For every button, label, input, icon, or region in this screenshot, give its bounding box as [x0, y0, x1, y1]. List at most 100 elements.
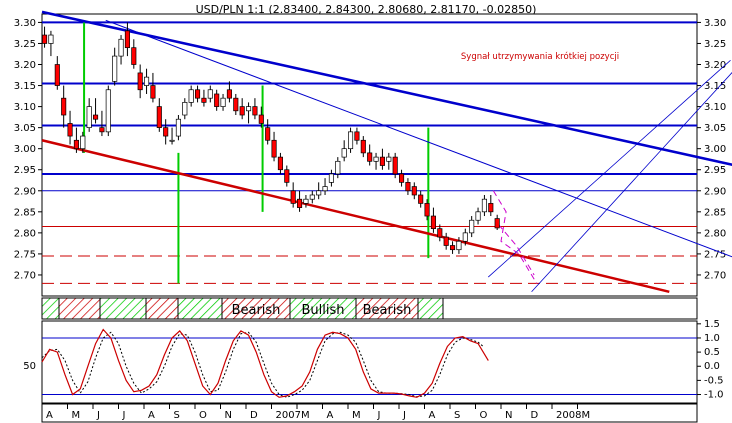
candle-body: [54, 64, 60, 86]
band-segment: [417, 297, 444, 320]
y-tick-label-right: 3.30: [704, 18, 726, 29]
candle-body: [150, 85, 156, 99]
candle-body: [456, 240, 462, 251]
osc-tick-label: 1.0: [704, 333, 720, 344]
candle-body: [481, 198, 487, 213]
x-tick-label: N: [505, 410, 512, 421]
candle-body: [341, 148, 347, 158]
candle-body: [118, 38, 124, 57]
candle-body: [335, 160, 341, 175]
x-tick-label: M: [582, 410, 591, 421]
osc-tick-label: -1.0: [704, 390, 724, 401]
x-tick-label: S: [454, 410, 460, 421]
candle-body: [207, 89, 213, 99]
candle-body: [137, 72, 143, 91]
candle-body: [226, 89, 232, 99]
candle-body: [163, 127, 169, 137]
y-tick-label-right: 3.20: [704, 60, 726, 71]
price-panel: 3.30 3.30 3.25 3.25 3.20 3.20 3.15 3.15 3.10 3.10…: [14, 10, 732, 297]
candle-body: [360, 139, 366, 154]
candle-body: [399, 173, 405, 183]
x-tick-label: O: [199, 410, 207, 421]
osc-tick-label: 0.0: [704, 361, 720, 372]
candle-body: [411, 186, 417, 196]
y-tick-label-left: 3.00: [14, 144, 36, 155]
candle-body: [73, 139, 79, 150]
x-tick-label: J: [377, 410, 381, 421]
candle-body: [392, 156, 398, 175]
trendline: [41, 10, 732, 166]
x-tick-label: M: [72, 410, 81, 421]
candle-body: [86, 106, 92, 128]
candle-body: [367, 152, 373, 162]
candle-body: [303, 198, 309, 204]
band-segment: [58, 297, 101, 320]
candle-body: [112, 55, 118, 82]
trendline: [487, 60, 731, 278]
candle-body: [239, 106, 245, 116]
time-axis: A M J J A S O N D 2007 M A M J J A S O N D 2008 M: [41, 403, 698, 423]
y-tick-label-right: 3.00: [704, 144, 726, 155]
y-tick-label-right: 3.10: [704, 102, 726, 113]
candle-body: [297, 198, 303, 208]
y-tick-label-right: 2.85: [704, 207, 726, 218]
candle-body: [430, 215, 436, 230]
candle-body: [156, 106, 162, 128]
candle-body: [99, 127, 105, 133]
osc-tick-label: -0.5: [704, 375, 724, 386]
x-tick-label: D: [531, 410, 539, 421]
x-tick-label: N: [225, 410, 232, 421]
oscillator-line: [41, 328, 489, 398]
candle-body: [214, 93, 220, 107]
y-tick-label-left: 2.85: [14, 207, 36, 218]
candle-body: [354, 131, 360, 141]
x-tick-label: A: [429, 410, 436, 421]
y-tick-label-left: 2.95: [14, 165, 36, 176]
x-tick-label: D: [250, 410, 258, 421]
y-tick-label-right: 3.05: [704, 123, 726, 134]
x-tick-label: J: [402, 410, 406, 421]
candle-body: [258, 114, 264, 124]
candle-body: [48, 34, 54, 44]
candle-body: [80, 135, 86, 150]
candle-body: [386, 156, 392, 162]
candle-body: [418, 194, 424, 204]
y-tick-label-right: 2.90: [704, 186, 726, 197]
trendline: [41, 139, 670, 294]
x-tick-label: S: [174, 410, 180, 421]
x-tick-label: A: [46, 410, 53, 421]
x-tick-label: 2007: [276, 410, 301, 421]
candle-body: [443, 236, 449, 246]
candle-body: [92, 114, 99, 120]
osc-tick-label: 0.5: [704, 347, 720, 358]
candle-body: [124, 30, 130, 49]
y-tick-label-left: 3.05: [14, 123, 36, 134]
candle-body: [246, 106, 252, 112]
oscillator-panel: 1.5 1.0 0.5 0.0 -0.5 -1.0 50: [23, 319, 724, 404]
candle-body: [488, 203, 494, 213]
projection-path: [492, 190, 538, 284]
candle-body: [195, 89, 201, 99]
y-tick-label-left: 2.75: [14, 249, 36, 260]
y-tick-label-right: 2.75: [704, 249, 726, 260]
candle-body: [322, 186, 328, 192]
candle-body: [67, 123, 73, 137]
candle-body: [405, 182, 411, 192]
band-segment: [177, 297, 223, 320]
candle-body: [379, 156, 385, 166]
band-label: Bearish: [232, 303, 281, 318]
y-tick-label-right: 3.15: [704, 81, 726, 92]
x-tick-label: M: [352, 410, 361, 421]
band-label: Bearish: [363, 303, 412, 318]
y-tick-label-right: 2.95: [704, 165, 726, 176]
candle-body: [41, 34, 48, 44]
candle-body: [373, 156, 379, 162]
candle-body: [462, 232, 468, 242]
candle-body: [252, 106, 258, 116]
x-tick-label: 2008: [556, 410, 581, 421]
y-tick-label-left: 2.90: [14, 186, 36, 197]
y-tick-label-left: 3.15: [14, 81, 36, 92]
candle-body: [61, 97, 67, 116]
candle-body: [265, 127, 271, 141]
